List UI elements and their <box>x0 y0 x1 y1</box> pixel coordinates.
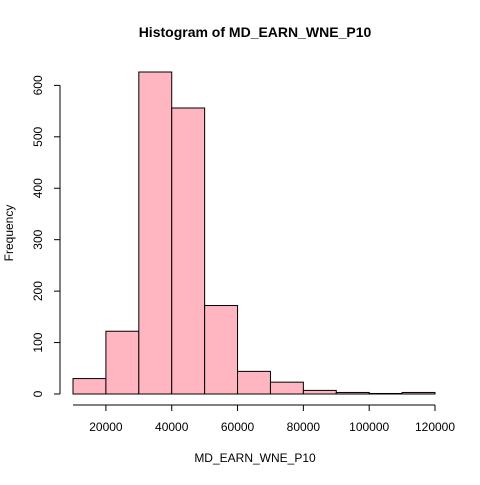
y-tick-label-6: 600 <box>31 75 45 95</box>
histogram-bar-10 <box>401 391 436 395</box>
y-tick-label-2: 200 <box>31 281 45 301</box>
histogram-bar-1 <box>105 330 140 395</box>
x-axis: 20000 40000 60000 80000 100000 120000 <box>73 404 455 434</box>
y-tick-label-1: 100 <box>31 332 45 352</box>
histogram-bar-0 <box>72 378 107 395</box>
histogram-bar-7 <box>302 389 337 395</box>
y-tick-label-0: 0 <box>31 390 45 397</box>
histogram-bar-3 <box>171 107 206 395</box>
y-tick-label-4: 400 <box>31 178 45 198</box>
x-tick-label-0: 20000 <box>89 420 123 434</box>
y-axis: 0 100 200 300 400 500 600 <box>31 75 61 397</box>
x-axis-label: MD_EARN_WNE_P10 <box>194 451 316 465</box>
x-tick-label-3: 80000 <box>287 420 321 434</box>
histogram-bar-6 <box>269 381 304 395</box>
histogram-bar-8 <box>335 391 370 395</box>
y-tick-label-3: 300 <box>31 229 45 249</box>
histogram-bar-2 <box>138 71 173 395</box>
x-tick-label-5: 120000 <box>415 420 455 434</box>
histogram-bar-5 <box>237 370 271 395</box>
x-tick-label-1: 40000 <box>155 420 189 434</box>
x-tick-label-2: 60000 <box>221 420 255 434</box>
bars-layer <box>72 71 436 395</box>
x-tick-label-4: 100000 <box>349 420 389 434</box>
histogram-bar-9 <box>368 392 403 395</box>
histogram-bar-4 <box>204 305 239 395</box>
y-tick-label-5: 500 <box>31 126 45 146</box>
chart-title: Histogram of MD_EARN_WNE_P10 <box>139 24 372 40</box>
y-axis-label: Frequency <box>2 205 16 262</box>
